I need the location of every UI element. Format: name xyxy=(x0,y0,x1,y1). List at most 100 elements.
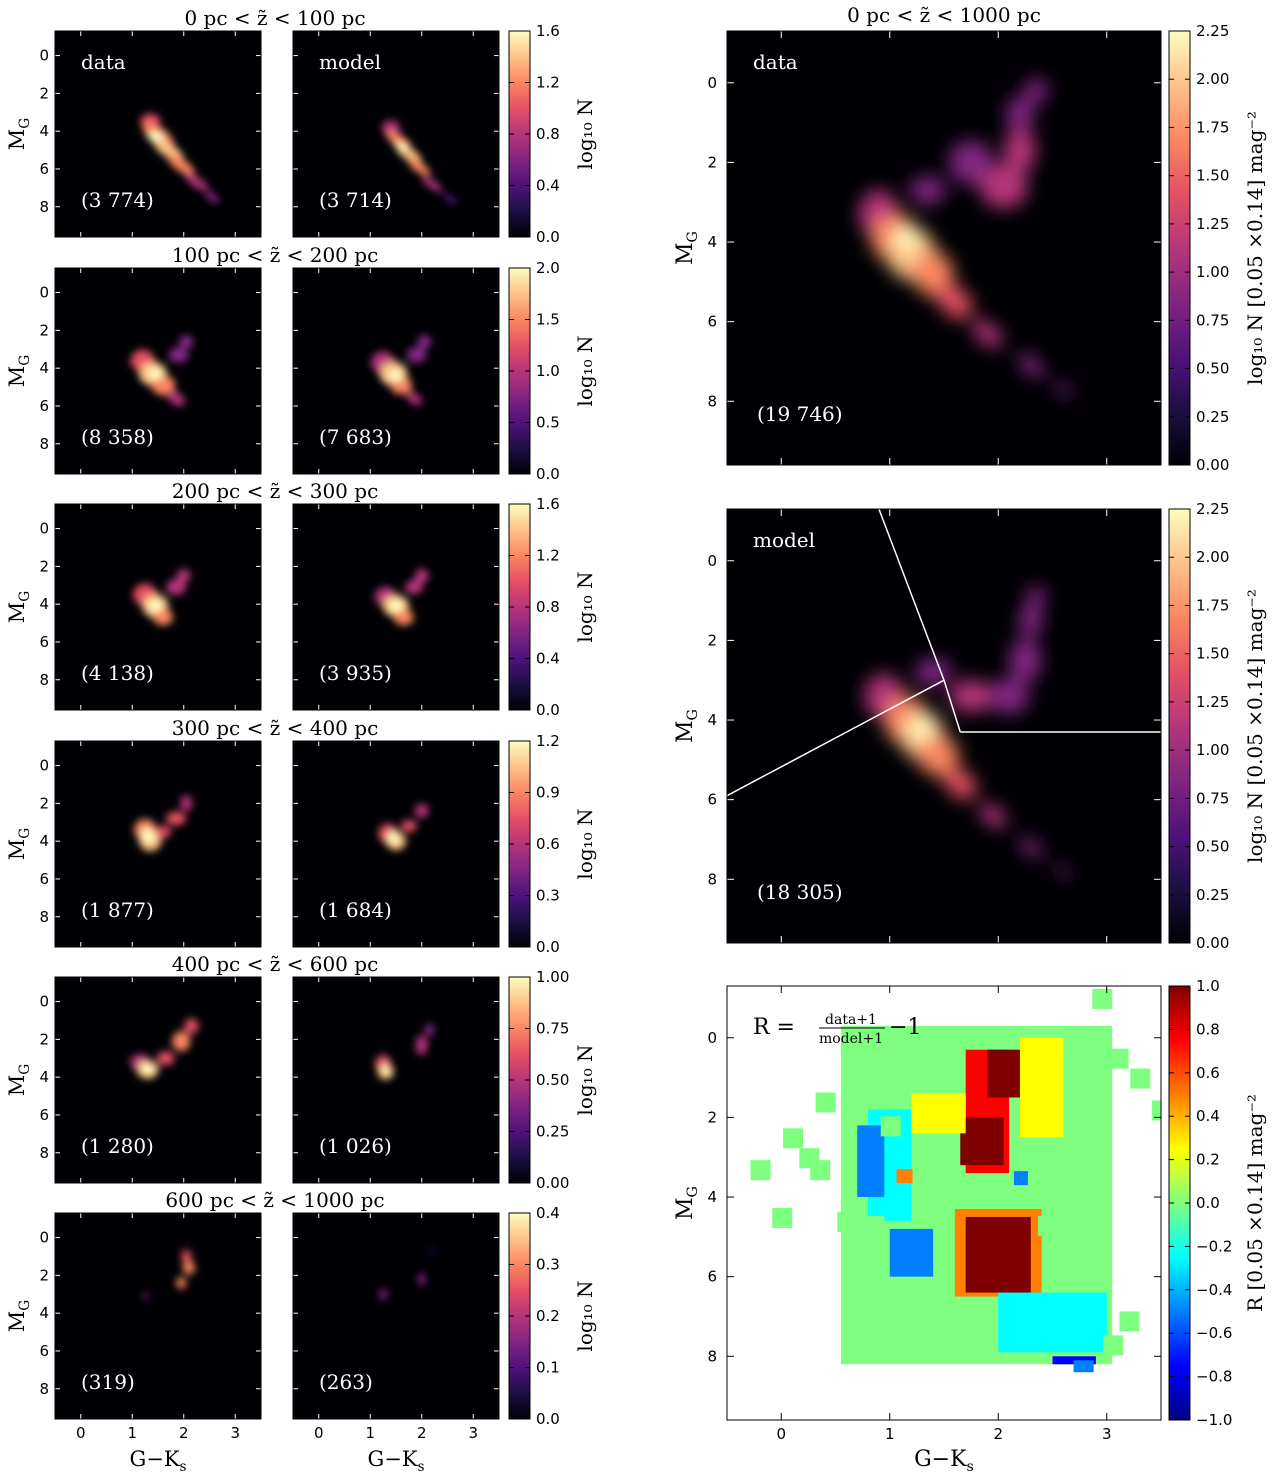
y-tick-label: 0 xyxy=(39,520,49,538)
colorbar-tick-label: 0.2 xyxy=(536,1307,560,1325)
y-tick-label: 6 xyxy=(707,791,717,809)
ratio-cell xyxy=(1119,1311,1140,1332)
colorbar-tick-label: 0.75 xyxy=(1196,789,1229,807)
colorbar-tick-label: 1.00 xyxy=(1196,263,1229,281)
y-tick-label: 6 xyxy=(707,1268,717,1286)
ratio-cell xyxy=(1054,1251,1075,1272)
ratio-panel: 0 2 4 6 8 0 1 2 3 R = data+1 model+1 −1 MG G−Ks −1.0 −0.… xyxy=(673,977,1267,1474)
x-tick-label: 3 xyxy=(1102,1425,1112,1443)
colorbar-label: log₁₀ N xyxy=(573,571,597,642)
colorbar-label: log₁₀ N xyxy=(573,1280,597,1351)
colorbar-tick-label: 1.2 xyxy=(536,547,560,565)
ratio-cell-block xyxy=(889,1228,934,1277)
ratio-cell xyxy=(1152,1100,1161,1121)
y-axis-label: MG xyxy=(673,1186,701,1220)
y-tick-label: 0 xyxy=(39,757,49,775)
star-count: (3 714) xyxy=(319,188,392,212)
ratio-cell xyxy=(864,1215,885,1236)
y-tick-label: 0 xyxy=(39,993,49,1011)
star-count: (18 305) xyxy=(757,880,843,904)
colorbar-tick-label: 1.50 xyxy=(1196,645,1229,663)
y-tick-label: 4 xyxy=(39,1304,49,1322)
ratio-cell xyxy=(1073,1360,1094,1373)
x-tick-label: 1 xyxy=(885,1425,895,1443)
colorbar xyxy=(1168,508,1191,944)
colorbar-tick-label: −0.2 xyxy=(1196,1237,1232,1255)
colorbar-tick-label: 0.9 xyxy=(536,784,560,802)
heatmap-density xyxy=(375,1023,435,1080)
y-axis-label: MG xyxy=(5,355,33,387)
row-title: 200 pc < z̃ < 300 pc xyxy=(172,479,379,503)
data-panel: 0 2 4 6 8 (4 138) MG xyxy=(5,503,262,711)
colorbar-tick-label: 0.00 xyxy=(1196,456,1229,474)
panel-label: data xyxy=(753,50,798,74)
data-panel: 0 2 4 6 8 data (3 774) MG xyxy=(5,30,262,238)
ratio-cell-block xyxy=(965,1216,1031,1293)
colorbar-tick-label: 0.2 xyxy=(1196,1151,1220,1169)
ratio-cell-block xyxy=(960,1117,1004,1166)
y-axis-label: MG xyxy=(5,1300,33,1332)
ratio-cell-block xyxy=(1019,1037,1064,1138)
colorbar-tick-label: 0.0 xyxy=(536,938,560,956)
y-tick-label: 2 xyxy=(39,321,49,339)
colorbar-label: log₁₀ N [0.05 ×0.14] mag⁻² xyxy=(1243,589,1267,863)
ratio-formula-rhs: −1 xyxy=(889,1015,921,1040)
y-tick-label: 6 xyxy=(39,397,49,415)
heatmap-density xyxy=(374,568,429,626)
panel-title: 0 pc < z̃ < 1000 pc xyxy=(847,3,1041,27)
colorbar-tick-label: 0.50 xyxy=(1196,360,1229,378)
row-title: 300 pc < z̃ < 400 pc xyxy=(172,716,379,740)
model-panel: (1 026) xyxy=(292,976,500,1184)
colorbar-tick-label: 2.00 xyxy=(1196,70,1229,88)
y-tick-label: 0 xyxy=(707,1029,717,1047)
colorbar-tick-label: 0.50 xyxy=(536,1071,569,1089)
heatmap-background xyxy=(55,1213,261,1419)
y-axis-label: MG xyxy=(5,118,33,150)
combined-model-panel: 0 2 4 6 8 model (18 305) MG 0.00 0.25 0.50 0.75 1.00… xyxy=(673,500,1267,952)
star-count: (7 683) xyxy=(319,425,392,449)
y-axis-label: MG xyxy=(5,591,33,623)
ratio-cell-block xyxy=(998,1292,1107,1353)
colorbar-tick-label: 0.4 xyxy=(536,1204,560,1222)
heatmap-density xyxy=(129,1018,199,1079)
x-tick-label: 0 xyxy=(776,1425,786,1443)
model-panel: (7 683) xyxy=(292,267,500,475)
y-tick-label: 8 xyxy=(39,198,49,216)
y-tick-label: 4 xyxy=(707,1188,717,1206)
x-axis-label: G−Ks xyxy=(367,1447,424,1474)
heatmap-density xyxy=(381,120,458,205)
heatmap-density xyxy=(140,113,220,203)
y-tick-label: 4 xyxy=(39,832,49,850)
ratio-cell xyxy=(783,1128,804,1149)
heatmap-density xyxy=(134,795,193,852)
x-tick-label: 1 xyxy=(365,1424,375,1442)
colorbar-tick-label: 0.8 xyxy=(1196,1020,1220,1038)
colorbar-tick-label: 0.0 xyxy=(536,228,560,246)
colorbar xyxy=(1168,30,1191,466)
colorbar-tick-label: 1.6 xyxy=(536,495,560,513)
star-count: (1 877) xyxy=(81,898,154,922)
y-tick-label: 4 xyxy=(707,233,717,251)
star-count: (263) xyxy=(319,1370,373,1394)
colorbar-label: log₁₀ N xyxy=(573,335,597,406)
row-title: 400 pc < z̃ < 600 pc xyxy=(172,952,379,976)
y-tick-label: 6 xyxy=(707,313,717,331)
y-tick-label: 8 xyxy=(39,435,49,453)
star-count: (8 358) xyxy=(81,425,154,449)
ratio-heatmap xyxy=(750,988,1161,1373)
colorbar-tick-label: 1.75 xyxy=(1196,118,1229,136)
colorbar-tick-label: −0.4 xyxy=(1196,1281,1232,1299)
heatmap-density xyxy=(727,509,1161,878)
colorbar-tick-label: 1.2 xyxy=(536,74,560,92)
colorbar-tick-label: 0.50 xyxy=(1196,838,1229,856)
x-axis-label: G−Ks xyxy=(914,1447,974,1474)
colorbar-tick-label: 0.6 xyxy=(1196,1064,1220,1082)
colorbar-tick-label: 1.00 xyxy=(1196,741,1229,759)
ratio-cell xyxy=(815,1092,836,1113)
colorbar-tick-label: 2.25 xyxy=(1196,22,1229,40)
colorbar-label: log₁₀ N xyxy=(573,1044,597,1115)
colorbar-tick-label: 2.0 xyxy=(536,259,560,277)
colorbar-tick-label: 2.25 xyxy=(1196,500,1229,518)
